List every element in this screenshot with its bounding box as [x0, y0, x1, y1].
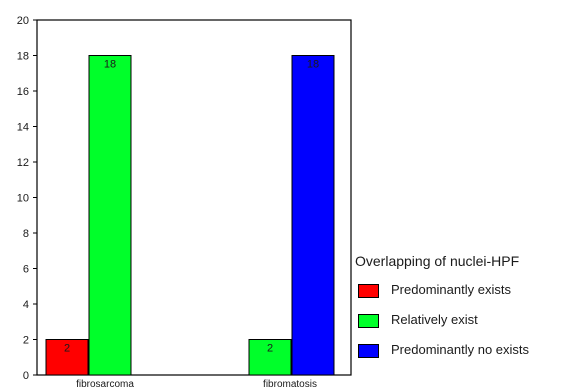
- bar-fibromatosis-2: [291, 55, 335, 376]
- data-labels: 2 18 2 18: [64, 59, 319, 355]
- x-category-label: fibromatosis: [263, 379, 317, 390]
- axes: 0 2 4 6 8 10 12 14 16 18 20 fibrosarcoma fibromatosi…: [17, 15, 352, 390]
- legend-label: Relatively exist: [391, 312, 478, 327]
- bar-value-label: 2: [64, 343, 70, 355]
- legend-label: Predominantly exists: [391, 282, 511, 297]
- y-tick-label: 14: [17, 122, 29, 134]
- bar-fibromatosis-1: [248, 339, 292, 376]
- y-tick-label: 6: [23, 264, 29, 276]
- y-tick-label: 18: [17, 51, 29, 63]
- y-tick-label: 4: [23, 299, 29, 311]
- bar-fibrosarcoma-0: [45, 339, 89, 376]
- bars: [45, 55, 335, 376]
- y-tick-label: 12: [17, 157, 29, 169]
- y-tick-label: 20: [17, 15, 29, 27]
- bar-value-label: 18: [307, 59, 319, 71]
- legend: Overlapping of nuclei-HPF Predominantly …: [355, 253, 570, 373]
- legend-label: Predominantly no exists: [391, 342, 530, 357]
- legend-swatch-blue: [358, 344, 379, 358]
- legend-item-predominantly-exists: Predominantly exists: [355, 283, 570, 313]
- legend-item-predominantly-no-exists: Predominantly no exists: [355, 343, 570, 373]
- y-tick-label: 0: [23, 370, 29, 382]
- y-tick-label: 2: [23, 335, 29, 347]
- x-category-label: fibrosarcoma: [76, 379, 134, 390]
- legend-swatch-red: [358, 284, 379, 298]
- bar-value-label: 18: [104, 59, 116, 71]
- legend-title: Overlapping of nuclei-HPF: [355, 253, 520, 269]
- legend-item-relatively-exist: Relatively exist: [355, 313, 570, 343]
- bar-fibrosarcoma-1: [88, 55, 132, 376]
- legend-swatch-green: [358, 314, 379, 328]
- bar-value-label: 2: [267, 343, 273, 355]
- y-tick-label: 10: [17, 193, 29, 205]
- y-tick-label: 8: [23, 228, 29, 240]
- y-tick-label: 16: [17, 86, 29, 98]
